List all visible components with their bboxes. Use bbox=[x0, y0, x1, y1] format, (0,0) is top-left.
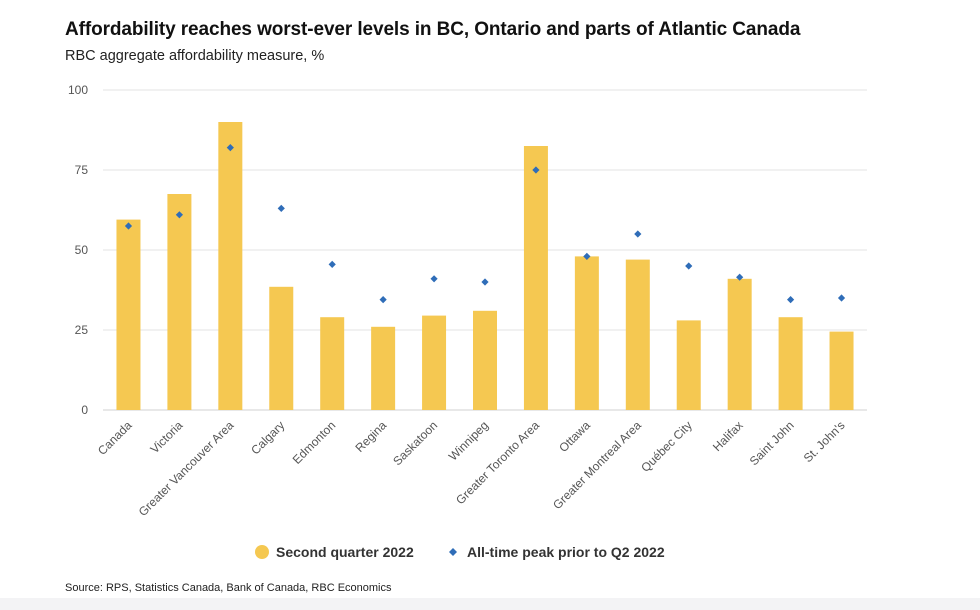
peak-marker bbox=[583, 252, 591, 260]
peak-marker bbox=[481, 278, 489, 286]
bottom-bar bbox=[0, 598, 980, 610]
x-tick-label: Edmonton bbox=[290, 418, 339, 467]
peak-marker bbox=[124, 222, 133, 230]
y-tick-label: 75 bbox=[75, 163, 89, 177]
peak-marker bbox=[277, 204, 285, 212]
legend-marker-label: All-time peak prior to Q2 2022 bbox=[467, 544, 665, 560]
chart-title: Affordability reaches worst-ever levels … bbox=[65, 19, 801, 40]
bar bbox=[625, 259, 650, 410]
x-tick-label: Regina bbox=[352, 418, 389, 455]
chart-subtitle: RBC aggregate affordability measure, % bbox=[65, 48, 325, 64]
peak-marker bbox=[328, 260, 336, 268]
x-tick-label: Québec City bbox=[638, 418, 695, 475]
x-tick-label: Greater Toronto Area bbox=[453, 418, 542, 507]
peak-marker bbox=[685, 262, 693, 270]
peak-marker bbox=[175, 211, 183, 219]
bar bbox=[676, 320, 701, 410]
x-tick-label: Canada bbox=[95, 418, 135, 458]
x-tick-label: Calgary bbox=[248, 418, 287, 457]
peak-marker bbox=[634, 230, 642, 238]
bar bbox=[574, 256, 599, 410]
y-tick-label: 0 bbox=[81, 403, 88, 417]
x-tick-label: Winnipeg bbox=[446, 418, 491, 463]
legend-marker-swatch bbox=[449, 548, 457, 556]
bar bbox=[778, 317, 803, 410]
legend-bar-label: Second quarter 2022 bbox=[276, 544, 414, 560]
bar bbox=[473, 310, 497, 410]
peak-marker bbox=[837, 294, 846, 302]
bar bbox=[371, 326, 396, 410]
x-tick-label: Saint John bbox=[747, 418, 797, 468]
bar bbox=[269, 286, 294, 410]
y-tick-label: 100 bbox=[68, 83, 88, 97]
peak-marker bbox=[736, 273, 744, 281]
bar bbox=[167, 194, 192, 410]
x-tick-label: Ottawa bbox=[556, 418, 593, 455]
x-tick-label: Greater Montreal Area bbox=[550, 418, 644, 512]
bar bbox=[523, 146, 548, 410]
peak-marker bbox=[226, 144, 234, 152]
bar bbox=[727, 278, 752, 410]
x-tick-label: Victoria bbox=[147, 418, 185, 456]
bar bbox=[829, 331, 854, 410]
peak-marker bbox=[787, 296, 795, 304]
peak-marker bbox=[532, 166, 540, 174]
x-tick-label: Saskatoon bbox=[390, 418, 440, 468]
y-tick-label: 50 bbox=[75, 243, 89, 257]
peak-marker bbox=[379, 296, 387, 304]
bar bbox=[320, 317, 345, 410]
peak-marker bbox=[430, 275, 438, 283]
legend-bar-swatch bbox=[255, 545, 269, 559]
bar bbox=[116, 219, 141, 410]
x-tick-label: Halifax bbox=[710, 418, 746, 454]
bar bbox=[422, 315, 447, 410]
x-tick-label: St. John's bbox=[801, 418, 848, 465]
bar bbox=[218, 122, 243, 410]
source-note: Source: RPS, Statistics Canada, Bank of … bbox=[65, 582, 392, 594]
x-tick-label: Greater Vancouver Area bbox=[136, 418, 237, 519]
y-tick-label: 25 bbox=[75, 323, 89, 337]
